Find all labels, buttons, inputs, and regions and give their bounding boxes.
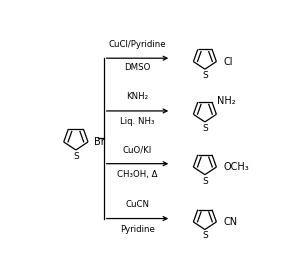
Text: KNH₂: KNH₂ bbox=[126, 92, 148, 101]
Text: CuCl/Pyridine: CuCl/Pyridine bbox=[109, 40, 166, 49]
Text: Br: Br bbox=[94, 137, 104, 147]
Text: CuO/KI: CuO/KI bbox=[123, 145, 152, 154]
Text: Liq. NH₃: Liq. NH₃ bbox=[120, 117, 155, 126]
Text: CuCN: CuCN bbox=[125, 200, 149, 209]
Text: S: S bbox=[202, 71, 208, 80]
Text: CN: CN bbox=[223, 217, 237, 227]
Text: DMSO: DMSO bbox=[124, 64, 151, 72]
Text: CH₃OH, Δ: CH₃OH, Δ bbox=[117, 170, 158, 179]
Text: NH₂: NH₂ bbox=[217, 96, 236, 106]
Text: Cl: Cl bbox=[223, 57, 232, 67]
Text: S: S bbox=[202, 232, 208, 241]
Text: S: S bbox=[202, 177, 208, 185]
Text: S: S bbox=[73, 152, 79, 161]
Text: Pyridine: Pyridine bbox=[120, 225, 155, 234]
Text: S: S bbox=[202, 124, 208, 133]
Text: OCH₃: OCH₃ bbox=[223, 162, 249, 172]
